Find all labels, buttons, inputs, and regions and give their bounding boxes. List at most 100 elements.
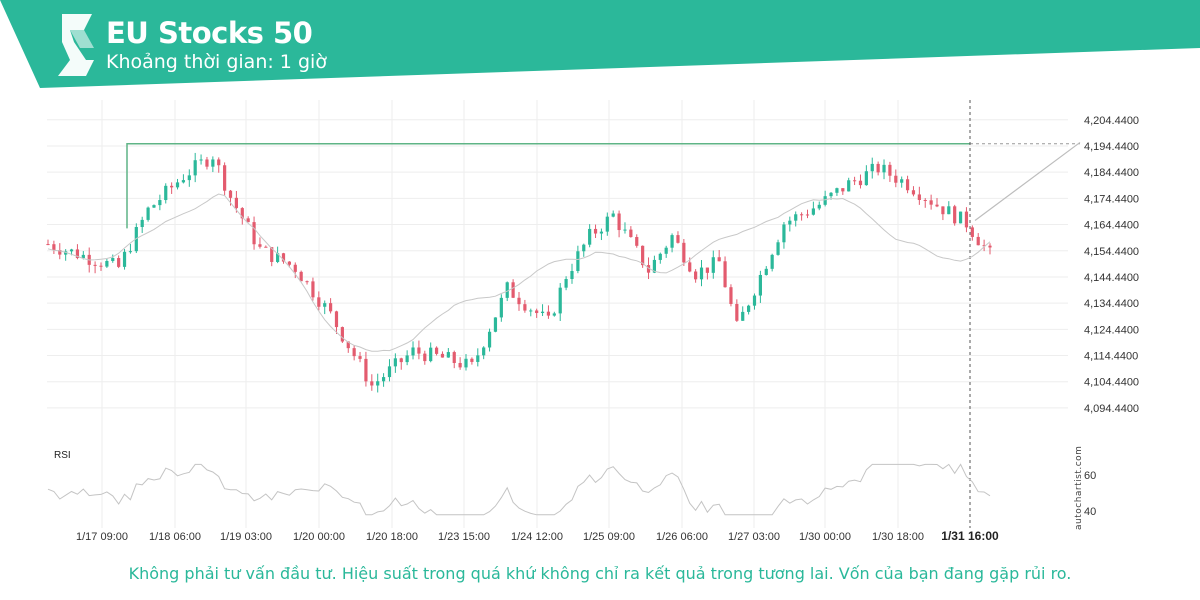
candle-body: [741, 311, 745, 321]
candle-body: [246, 218, 250, 223]
y-tick-label: 4,114.4400: [1084, 351, 1138, 363]
candlestick-chart: 4,204.4400 4,194.4400 4,184.4400 4,174.4400…: [46, 100, 1139, 543]
y-tick-label: 4,174.4400: [1084, 193, 1139, 205]
y-tick-label: 4,184.4400: [1084, 167, 1139, 179]
candle-body: [281, 253, 286, 262]
candle-body: [947, 206, 951, 215]
candle-body: [905, 179, 910, 191]
candle-body: [729, 287, 733, 304]
candle-body: [476, 355, 480, 362]
candle-body: [187, 175, 191, 181]
candle-body: [546, 311, 551, 316]
candle-body: [540, 311, 545, 314]
candle-body: [223, 165, 227, 191]
resistance-line: [126, 142, 970, 229]
y-tick-label: 4,134.4400: [1084, 298, 1139, 310]
candle-body: [635, 237, 639, 246]
candle-body: [352, 348, 356, 357]
candle-body: [911, 190, 916, 195]
projection-line: [974, 141, 1081, 221]
candle-body: [764, 268, 768, 275]
candle-body: [46, 244, 50, 246]
chart-subtitle: Khoảng thời gian: 1 giờ: [106, 51, 327, 73]
candle-body: [252, 222, 256, 245]
candle-body: [582, 244, 586, 252]
candle-body: [393, 358, 397, 367]
candle-body: [805, 214, 810, 216]
x-tick-label: 1/19 03:00: [220, 531, 272, 543]
candle-body: [558, 287, 562, 314]
candle-body: [941, 206, 945, 215]
candle-body: [811, 208, 815, 215]
candle-body: [823, 196, 827, 205]
y-tick-label: 4,104.4400: [1084, 377, 1139, 389]
header-band: [0, 0, 1200, 88]
candle-body: [69, 249, 74, 252]
candle-body: [81, 254, 85, 259]
candle-body: [364, 358, 368, 382]
candle-body: [829, 192, 833, 197]
candle-body: [794, 214, 798, 221]
candle-body: [717, 257, 721, 262]
x-tick-label: 1/26 06:00: [656, 531, 708, 543]
x-tick-label: 1/30 00:00: [799, 531, 851, 543]
candle-body: [864, 171, 868, 186]
candle-body: [876, 163, 880, 173]
x-tick-label: 1/25 09:00: [583, 531, 635, 543]
candle-body: [629, 229, 633, 238]
candle-body: [482, 347, 486, 356]
candle-body: [517, 297, 521, 305]
candle-body: [334, 311, 339, 328]
candle-body: [170, 185, 174, 188]
candle-body: [782, 224, 786, 243]
moving-average-line: [47, 193, 991, 352]
candle-body: [964, 211, 969, 228]
candle-body: [52, 244, 56, 251]
candle-body: [93, 264, 97, 266]
candle-body: [387, 366, 392, 378]
candle-body: [982, 245, 986, 247]
candle-body: [641, 245, 645, 266]
candle-body: [917, 194, 921, 200]
candle-body: [976, 236, 980, 246]
candle-body: [599, 231, 604, 234]
candle-body: [646, 265, 651, 273]
candle-body: [664, 247, 668, 254]
candle-body: [788, 220, 792, 225]
candle-body: [158, 200, 162, 206]
candle-body: [847, 180, 851, 192]
candle-body: [711, 257, 715, 273]
candle-body: [417, 347, 421, 354]
candle-body: [487, 331, 492, 348]
candle-body: [452, 352, 456, 363]
candle-body: [535, 310, 539, 314]
candle-body: [605, 216, 609, 232]
candle-body: [470, 358, 474, 362]
candle-body: [511, 282, 515, 298]
candle-body: [128, 251, 133, 253]
candle-body: [852, 180, 857, 182]
candle-body: [228, 190, 233, 198]
candle-body: [870, 163, 874, 172]
candle-body: [111, 258, 115, 261]
candle-body: [376, 381, 380, 386]
candle-body: [164, 185, 168, 201]
candle-body: [564, 278, 568, 288]
candle-body: [329, 303, 333, 312]
rsi-tick-label: 60: [1084, 470, 1096, 482]
y-tick-label: 4,194.4400: [1084, 141, 1139, 153]
candle-body: [953, 206, 957, 224]
watermark: autochartist.com: [1074, 445, 1084, 530]
y-tick-label: 4,154.4400: [1084, 246, 1139, 258]
candle-body: [276, 253, 280, 262]
candle-body: [299, 271, 303, 282]
x-tick-label: 1/23 15:00: [438, 531, 490, 543]
y-tick-label: 4,144.4400: [1084, 272, 1139, 284]
candle-body: [423, 353, 427, 362]
candle-body: [523, 304, 527, 311]
current-time-label: 1/31 16:00: [941, 529, 999, 543]
candle-body: [593, 228, 598, 234]
autochartist-logo-icon: [58, 14, 94, 76]
candle-body: [694, 271, 698, 280]
y-tick-label: 4,124.4400: [1084, 324, 1139, 336]
